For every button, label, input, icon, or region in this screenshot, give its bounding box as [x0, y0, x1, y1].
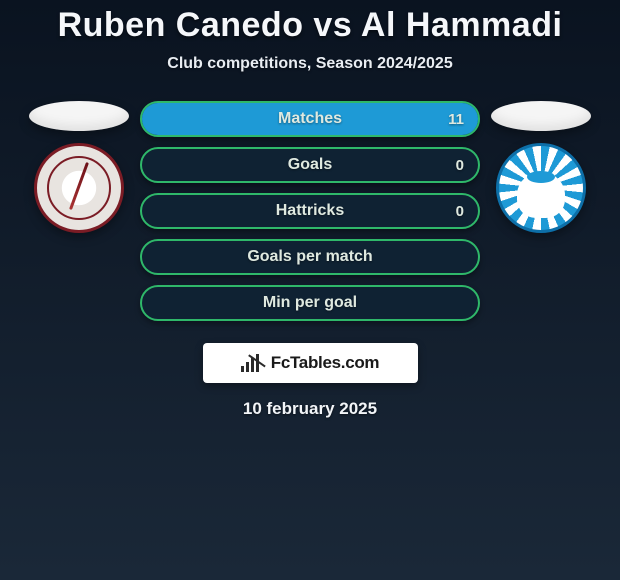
stat-pill: Hattricks 0: [140, 193, 480, 229]
club-badge-left: [34, 143, 124, 233]
avatar-left: [29, 101, 129, 131]
date-label: 10 february 2025: [243, 399, 377, 419]
stat-label: Goals per match: [247, 248, 372, 266]
club-badge-right: [496, 143, 586, 233]
stats-list: Matches 11 Goals 0 Hattricks 0 Goals per match…: [140, 101, 480, 321]
comparison-title: Ruben Canedo vs Al Hammadi: [58, 6, 563, 45]
player-right: [486, 101, 596, 233]
stat-label: Goals: [288, 156, 332, 174]
stat-pill: Matches 11: [140, 101, 480, 137]
subtitle: Club competitions, Season 2024/2025: [167, 55, 452, 73]
stat-pill: Goals 0: [140, 147, 480, 183]
stat-value-right: 0: [456, 203, 464, 220]
stat-value-right: 11: [448, 111, 464, 128]
stat-pill: Goals per match: [140, 239, 480, 275]
stat-pill: Min per goal: [140, 285, 480, 321]
logo-text: FcTables.com: [271, 353, 380, 373]
stat-value-right: 0: [456, 157, 464, 174]
comparison-row: Matches 11 Goals 0 Hattricks 0 Goals per match…: [0, 101, 620, 321]
stat-label: Matches: [278, 110, 342, 128]
stat-label: Min per goal: [263, 294, 357, 312]
player-left: [24, 101, 134, 233]
stat-label: Hattricks: [276, 202, 344, 220]
card: Ruben Canedo vs Al Hammadi Club competit…: [0, 0, 620, 580]
logo-box: FcTables.com: [203, 343, 418, 383]
avatar-right: [491, 101, 591, 131]
